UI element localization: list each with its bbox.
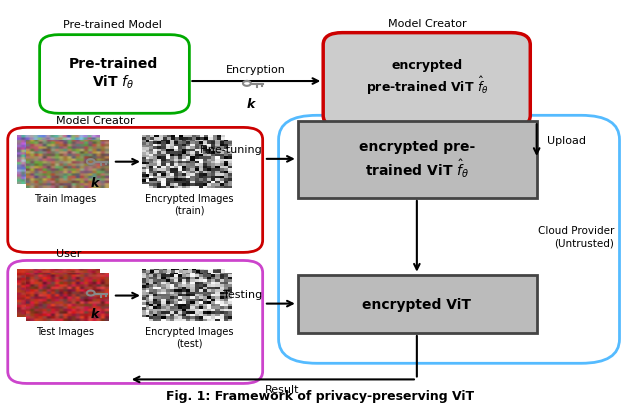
FancyBboxPatch shape [8, 261, 262, 384]
Text: Upload: Upload [547, 135, 586, 145]
FancyBboxPatch shape [298, 122, 537, 198]
FancyBboxPatch shape [323, 34, 531, 128]
Text: Pre-trained Model: Pre-trained Model [63, 20, 163, 30]
Text: Encrypted Images
(train): Encrypted Images (train) [145, 194, 234, 215]
Text: encrypted ViT: encrypted ViT [362, 297, 471, 311]
FancyBboxPatch shape [278, 116, 620, 363]
Text: Cloud Provider
(Untrusted): Cloud Provider (Untrusted) [538, 226, 614, 247]
Text: Pre-trained: Pre-trained [68, 57, 157, 71]
Text: Model Creator: Model Creator [388, 19, 467, 29]
Text: Encrypted Images
(test): Encrypted Images (test) [145, 326, 234, 348]
Text: $\boldsymbol{k}$: $\boldsymbol{k}$ [90, 306, 101, 320]
Text: User: User [56, 248, 81, 258]
Text: Fig. 1: Framework of privacy-preserving ViT: Fig. 1: Framework of privacy-preserving … [166, 389, 474, 402]
Text: Fine-tuning: Fine-tuning [200, 145, 262, 155]
Text: Result: Result [264, 384, 299, 394]
Text: Encryption: Encryption [227, 65, 286, 75]
Text: encrypted pre-
trained ViT $\hat{f}_{\theta}$: encrypted pre- trained ViT $\hat{f}_{\th… [359, 139, 475, 179]
Text: Model Creator: Model Creator [56, 115, 134, 125]
Text: ViT $f_{\theta}$: ViT $f_{\theta}$ [92, 73, 134, 90]
FancyBboxPatch shape [8, 128, 262, 253]
Text: Testing: Testing [223, 290, 262, 299]
Text: Train Images: Train Images [34, 194, 96, 204]
Text: $\boldsymbol{k}$: $\boldsymbol{k}$ [90, 175, 101, 189]
Text: $\boldsymbol{k}$: $\boldsymbol{k}$ [246, 97, 257, 111]
FancyBboxPatch shape [40, 36, 189, 114]
FancyBboxPatch shape [298, 275, 537, 333]
Text: Test Images: Test Images [36, 326, 94, 337]
Text: encrypted
pre-trained ViT $\hat{f}_{\theta}$: encrypted pre-trained ViT $\hat{f}_{\the… [365, 59, 488, 97]
